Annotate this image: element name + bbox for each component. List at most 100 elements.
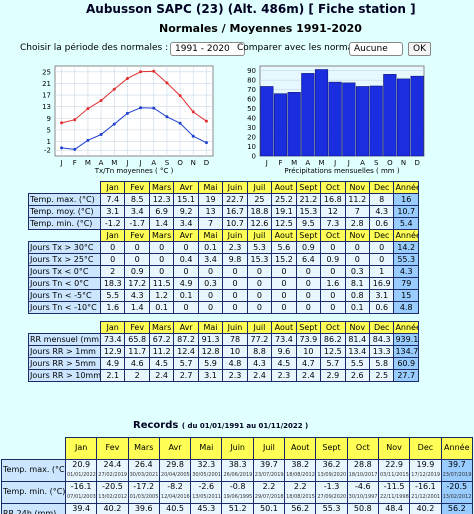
month-header: Aout	[271, 229, 297, 242]
record-value: -11.5	[383, 482, 405, 491]
record-value: -20.5	[446, 482, 468, 491]
cell: 2.3	[222, 369, 248, 382]
y-tick-label: 20	[247, 134, 256, 142]
record-cell: 45.321/05/1995	[190, 502, 223, 514]
record-date: 13/05/2011	[192, 494, 222, 500]
point	[60, 146, 64, 150]
x-tick-label: M	[85, 159, 91, 167]
record-value: 22.9	[385, 460, 404, 469]
record-cell: -0.8 19/06/1995	[221, 480, 254, 504]
month-header: Sept	[315, 437, 348, 460]
month-header: Jan	[64, 437, 98, 460]
record-value: 36.2	[322, 460, 341, 469]
record-value: -1.3	[323, 482, 340, 491]
point	[73, 147, 77, 151]
month-header: Avr	[158, 437, 192, 460]
record-cell: 36.2 13/09/2020	[315, 458, 348, 482]
record-date: 30/03/2021	[129, 472, 159, 478]
y-tick-label: 25	[42, 68, 51, 76]
y-tick-label: 21	[42, 80, 51, 88]
record-value: 19.9	[416, 460, 435, 469]
month-header: Juil	[252, 437, 286, 460]
x-tick-label: M	[291, 159, 297, 167]
row-label: Jours Tx > 25°C	[28, 253, 101, 266]
month-header: Année	[393, 181, 419, 194]
y-tick-label: 90	[247, 67, 256, 75]
month-header: Nov	[344, 181, 370, 194]
station-link[interactable]: [ Fiche station ]	[308, 2, 416, 16]
cell: 7.3	[320, 217, 346, 230]
month-header: Sept	[295, 181, 322, 194]
month-header: Oct	[320, 181, 346, 194]
x-tick-label: O	[387, 159, 393, 167]
cell: 12.3	[148, 193, 175, 206]
cell: 0	[368, 253, 395, 266]
y-tick-label: 60	[247, 96, 256, 104]
month-header: Mai	[197, 229, 224, 242]
ok-button[interactable]: OK	[408, 42, 431, 56]
y-tick-label: 1	[47, 138, 51, 146]
bar	[273, 93, 288, 157]
cell: 0	[197, 265, 224, 278]
cell: 13.4	[344, 345, 370, 358]
x-tick-label: M	[318, 159, 324, 167]
cell: 2	[124, 369, 150, 382]
cell: 0	[246, 277, 273, 290]
cell: 0.9	[124, 265, 150, 278]
data-row: Temp. min. (°C) -1.2 -1.7 1.4 3.4 7 10.7 12.6 12…	[28, 217, 419, 230]
cell: 0	[271, 265, 297, 278]
cell: 12.8	[197, 345, 224, 358]
record-value: 28.8	[353, 460, 372, 469]
record-cell: 38.3 26/06/2019	[221, 458, 254, 482]
cell: 21.2	[295, 193, 322, 206]
y-tick-label: 30	[247, 124, 256, 132]
cell: 2.4	[295, 369, 322, 382]
point	[125, 76, 129, 80]
record-value: 26.4	[134, 460, 153, 469]
compare-label: Comparer avec les normales :	[237, 43, 372, 53]
cell: 0.9	[295, 241, 322, 254]
cell: 3.1	[368, 289, 395, 302]
data-row: Jours RR > 10mm 2.1 2 2.4 2.7 3.1 2.3 2.4 2.3 2.4…	[28, 369, 419, 382]
record-value: 39.6	[134, 504, 153, 513]
cell: 2.7	[173, 369, 199, 382]
record-cell: 24.4 27/02/2019	[96, 458, 129, 482]
cell: 0.1	[148, 301, 175, 314]
record-value: 38.3	[228, 460, 247, 469]
row-label: Jours RR > 1mm	[28, 345, 101, 358]
data-row: Jours Tx < 0°C 2 0.9 0 0 0 0 0 0 0 0 0.3 1 4.3	[28, 265, 419, 278]
cell: 0	[173, 265, 199, 278]
bar	[287, 92, 301, 157]
point	[99, 133, 103, 137]
cell: 5.4	[393, 217, 419, 230]
point	[152, 69, 156, 73]
cell: 9.2	[173, 205, 199, 218]
cell: 7	[197, 217, 224, 230]
month-header: Juil	[246, 321, 273, 334]
cell: 0	[173, 301, 199, 314]
cell: 0	[222, 277, 248, 290]
record-cell: 38.2 18/08/2012	[284, 458, 317, 482]
record-date: 12/04/2016	[160, 494, 190, 500]
x-tick-label: O	[177, 159, 183, 167]
y-tick-label: 13	[42, 103, 51, 111]
record-cell: 29.8 20/04/2005	[158, 458, 192, 482]
cell: 0	[295, 289, 322, 302]
cell: 25.2	[271, 193, 297, 206]
cell: 79	[393, 277, 419, 290]
record-date: 21/12/2001	[411, 494, 441, 500]
cell: 1.6	[99, 301, 126, 314]
cell: 0	[320, 289, 346, 302]
point	[191, 110, 195, 114]
point	[178, 94, 182, 98]
compare-select[interactable]: Aucune	[349, 42, 403, 56]
spacer-row	[29, 314, 419, 322]
record-cell: -11.5 22/11/1998	[377, 480, 411, 504]
record-value: -20.5	[102, 482, 123, 491]
cell: 15	[393, 289, 419, 302]
record-value: 40.2	[416, 504, 435, 513]
period-select[interactable]: 1991 - 2020	[170, 42, 245, 56]
month-header: Oct	[320, 229, 346, 242]
point	[112, 87, 116, 91]
